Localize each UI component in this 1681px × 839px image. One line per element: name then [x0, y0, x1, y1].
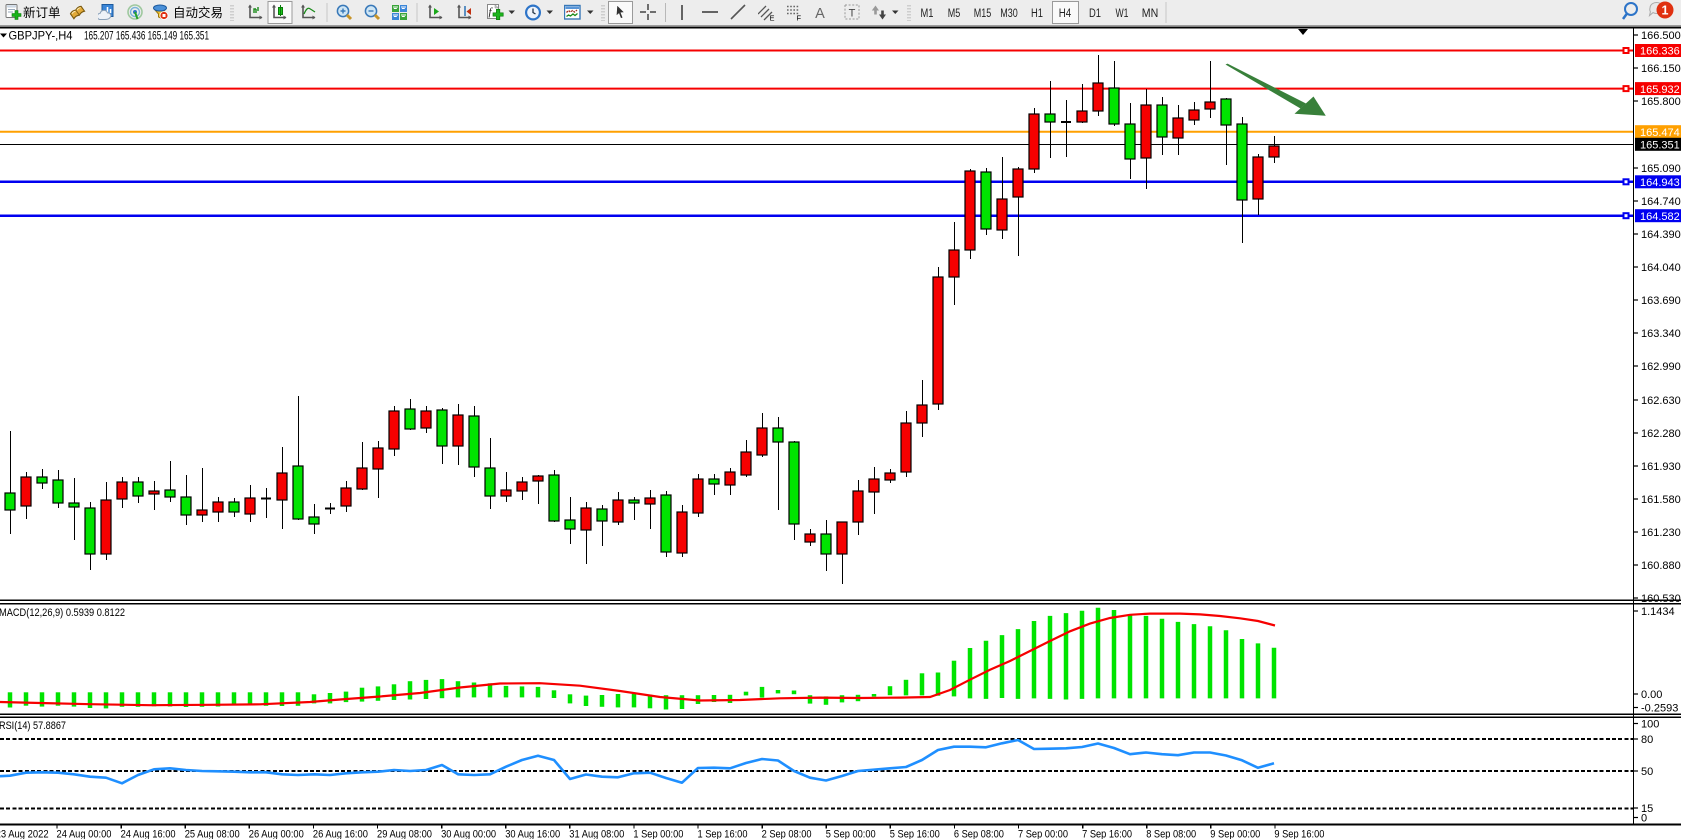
svg-text:25 Aug 08:00: 25 Aug 08:00 [185, 829, 240, 839]
svg-text:5 Sep 00:00: 5 Sep 00:00 [826, 829, 876, 839]
svg-text:1 Sep 16:00: 1 Sep 16:00 [698, 829, 748, 839]
svg-text:164.582: 164.582 [1640, 211, 1680, 223]
svg-text:160.880: 160.880 [1641, 560, 1681, 572]
svg-text:162.990: 162.990 [1641, 361, 1681, 373]
svg-text:162.280: 162.280 [1641, 428, 1681, 440]
svg-text:30 Aug 00:00: 30 Aug 00:00 [441, 829, 496, 839]
svg-text:24 Aug 00:00: 24 Aug 00:00 [57, 829, 112, 839]
svg-text:1: 1 [1662, 4, 1669, 18]
svg-text:W1: W1 [1116, 8, 1129, 20]
svg-text:MACD(12,26,9) 0.5939 0.8122: MACD(12,26,9) 0.5939 0.8122 [0, 607, 125, 619]
svg-text:T: T [849, 8, 856, 20]
svg-text:165.090: 165.090 [1641, 163, 1681, 175]
svg-text:160.530: 160.530 [1641, 593, 1681, 605]
svg-text:161.930: 161.930 [1641, 461, 1681, 473]
svg-text:F: F [797, 14, 802, 23]
svg-text:-0.2593: -0.2593 [1641, 703, 1678, 715]
svg-text:A: A [815, 6, 825, 22]
svg-text:M15: M15 [974, 8, 992, 20]
svg-text:自动交易: 自动交易 [173, 5, 223, 20]
svg-text:M30: M30 [1000, 8, 1018, 20]
svg-text:30 Aug 16:00: 30 Aug 16:00 [505, 829, 560, 839]
svg-text:f: f [489, 6, 494, 18]
svg-text:26 Aug 16:00: 26 Aug 16:00 [313, 829, 368, 839]
svg-text:166.150: 166.150 [1641, 63, 1681, 75]
svg-text:RSI(14) 57.8867: RSI(14) 57.8867 [0, 720, 66, 732]
svg-text:0.00: 0.00 [1641, 689, 1662, 701]
svg-text:7 Sep 16:00: 7 Sep 16:00 [1082, 829, 1132, 839]
svg-text:26 Aug 00:00: 26 Aug 00:00 [249, 829, 304, 839]
svg-text:0: 0 [1641, 813, 1647, 825]
svg-text:24 Aug 16:00: 24 Aug 16:00 [121, 829, 176, 839]
svg-text:1 Sep 00:00: 1 Sep 00:00 [633, 829, 683, 839]
svg-text:2 Sep 08:00: 2 Sep 08:00 [762, 829, 812, 839]
svg-text:164.943: 164.943 [1640, 177, 1680, 189]
svg-text:161.580: 161.580 [1641, 494, 1681, 506]
svg-text:161.230: 161.230 [1641, 527, 1681, 539]
svg-text:50: 50 [1641, 766, 1653, 778]
svg-text:163.690: 163.690 [1641, 295, 1681, 307]
svg-text:31 Aug 08:00: 31 Aug 08:00 [569, 829, 624, 839]
svg-text:新订单: 新订单 [23, 5, 61, 20]
svg-text:165.351: 165.351 [1640, 140, 1680, 152]
svg-text:9 Sep 00:00: 9 Sep 00:00 [1210, 829, 1260, 839]
svg-text:165.207 165.436 165.149 165.35: 165.207 165.436 165.149 165.351 [84, 29, 209, 43]
svg-text:164.740: 164.740 [1641, 196, 1681, 208]
svg-text:166.336: 166.336 [1640, 46, 1680, 58]
svg-text:H4: H4 [1059, 8, 1072, 20]
svg-text:D1: D1 [1089, 8, 1101, 20]
svg-text:165.800: 165.800 [1641, 96, 1681, 108]
svg-text:29 Aug 08:00: 29 Aug 08:00 [377, 829, 432, 839]
svg-text:162.630: 162.630 [1641, 395, 1681, 407]
svg-text:6 Sep 08:00: 6 Sep 08:00 [954, 829, 1004, 839]
svg-text:M5: M5 [948, 8, 961, 20]
svg-text:165.474: 165.474 [1640, 127, 1680, 139]
svg-text:165.932: 165.932 [1640, 84, 1680, 96]
svg-text:8 Sep 08:00: 8 Sep 08:00 [1146, 829, 1196, 839]
svg-text:166.500: 166.500 [1641, 30, 1681, 42]
svg-text:5 Sep 16:00: 5 Sep 16:00 [890, 829, 940, 839]
svg-text:H1: H1 [1031, 8, 1043, 20]
svg-text:7 Sep 00:00: 7 Sep 00:00 [1018, 829, 1068, 839]
svg-text:M1: M1 [921, 8, 934, 20]
svg-text:164.390: 164.390 [1641, 229, 1681, 241]
svg-text:MN: MN [1142, 8, 1159, 20]
svg-text:1.1434: 1.1434 [1641, 606, 1675, 618]
svg-text:23 Aug 2022: 23 Aug 2022 [0, 829, 49, 839]
svg-text:9 Sep 16:00: 9 Sep 16:00 [1274, 829, 1324, 839]
svg-text:164.040: 164.040 [1641, 262, 1681, 274]
svg-text:E: E [770, 14, 775, 23]
svg-text:163.340: 163.340 [1641, 328, 1681, 340]
svg-text:GBPJPY-,H4: GBPJPY-,H4 [9, 29, 73, 43]
svg-text:80: 80 [1641, 734, 1653, 746]
svg-text:15: 15 [1641, 803, 1653, 815]
svg-text:100: 100 [1641, 719, 1659, 731]
